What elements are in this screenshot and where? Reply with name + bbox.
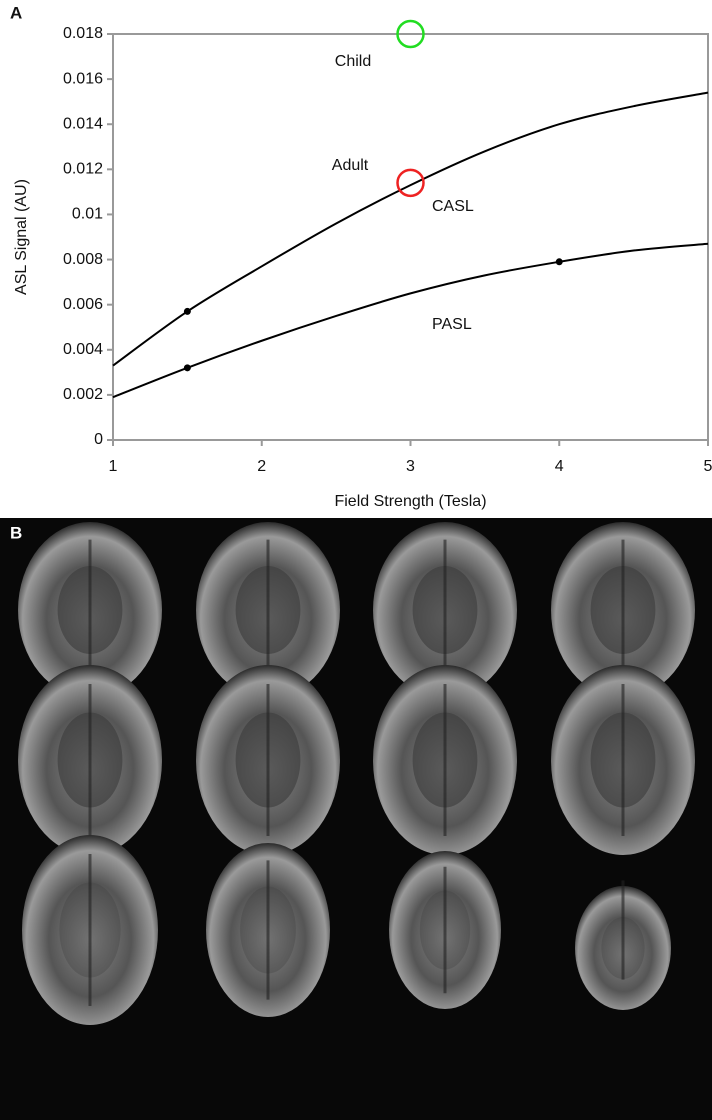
x-tick-label: 2 bbox=[257, 458, 266, 475]
panel-b: B bbox=[0, 518, 712, 1120]
y-tick-label: 0.002 bbox=[63, 386, 103, 403]
highlight-label: Adult bbox=[332, 157, 369, 174]
x-tick-label: 5 bbox=[704, 458, 712, 475]
x-tick-label: 1 bbox=[109, 458, 118, 475]
panel-label: A bbox=[10, 3, 22, 22]
series-label: CASL bbox=[432, 198, 474, 215]
x-axis-label: Field Strength (Tesla) bbox=[334, 493, 486, 510]
highlight-label: Child bbox=[335, 53, 371, 70]
y-tick-label: 0.016 bbox=[63, 70, 103, 87]
data-point bbox=[184, 308, 191, 315]
y-axis-label: ASL Signal (AU) bbox=[13, 179, 30, 295]
y-tick-label: 0.008 bbox=[63, 251, 103, 268]
y-tick-label: 0.01 bbox=[72, 206, 103, 223]
y-tick-label: 0 bbox=[94, 431, 103, 448]
x-tick-label: 4 bbox=[555, 458, 564, 475]
line-series bbox=[113, 244, 708, 397]
series-label: PASL bbox=[432, 316, 472, 333]
data-point bbox=[556, 258, 563, 265]
y-tick-label: 0.014 bbox=[63, 115, 103, 132]
highlight-circle bbox=[398, 170, 424, 196]
figure: A B 0 0.002 0.004 0.006 0.008 0.01 0.012 0.014 0… bbox=[0, 0, 712, 1120]
y-tick-label: 0.004 bbox=[63, 341, 103, 358]
x-tick-label: 3 bbox=[406, 458, 415, 475]
y-tick-label: 0.006 bbox=[63, 296, 103, 313]
data-point bbox=[184, 364, 191, 371]
y-tick-label: 0.018 bbox=[63, 25, 103, 42]
plot-frame bbox=[113, 34, 708, 440]
y-tick-label: 0.012 bbox=[63, 161, 103, 178]
panel-label: B bbox=[10, 523, 22, 542]
line-series bbox=[113, 93, 708, 366]
